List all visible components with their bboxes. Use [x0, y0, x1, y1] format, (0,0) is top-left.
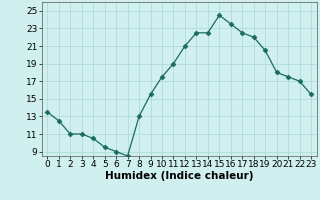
X-axis label: Humidex (Indice chaleur): Humidex (Indice chaleur) — [105, 171, 253, 181]
